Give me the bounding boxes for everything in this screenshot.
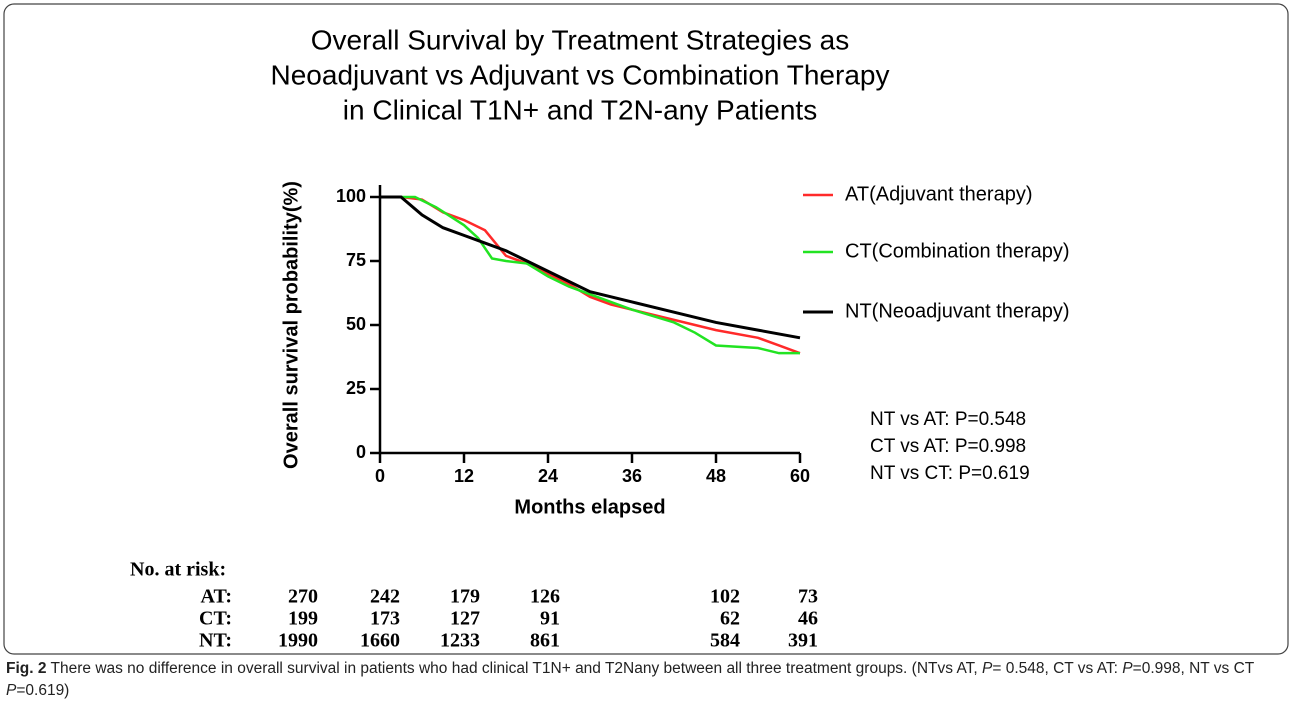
- caption-text: P: [982, 660, 993, 677]
- legend-label: AT(Adjuvant therapy): [845, 183, 1033, 205]
- y-tick-label: 0: [356, 442, 366, 462]
- caption-text: P: [6, 682, 17, 699]
- risk-label: NT:: [199, 630, 232, 652]
- risk-value: 179: [450, 586, 480, 608]
- annotation: CT vs AT: P=0.998: [870, 436, 1026, 457]
- risk-label: CT:: [199, 608, 232, 630]
- risk-value: 391: [788, 630, 818, 652]
- x-axis-label: Months elapsed: [514, 496, 665, 518]
- annotation: NT vs CT: P=0.619: [870, 463, 1030, 484]
- risk-value: 91: [540, 608, 560, 630]
- caption-label: Fig. 2: [6, 660, 47, 677]
- caption-text: =0.619): [16, 682, 70, 699]
- x-tick-label: 48: [706, 466, 726, 486]
- risk-value: 1233: [440, 630, 480, 652]
- legend-label: CT(Combination therapy): [845, 240, 1070, 262]
- caption: Fig. 2 There was no difference in overal…: [6, 658, 1286, 702]
- risk-value: 102: [710, 586, 740, 608]
- x-tick-label: 24: [538, 466, 558, 486]
- risk-value: 173: [370, 608, 400, 630]
- survival-curve: [380, 195, 801, 340]
- risk-title: No. at risk:: [130, 559, 226, 581]
- y-tick-label: 75: [346, 250, 366, 270]
- caption-text: P: [1122, 660, 1133, 677]
- risk-value: 126: [530, 586, 560, 608]
- caption-text: =0.998, NT vs CT: [1132, 660, 1254, 677]
- survival-curve: [380, 195, 800, 355]
- risk-value: 1660: [360, 630, 400, 652]
- risk-value: 127: [450, 608, 480, 630]
- risk-value: 584: [710, 630, 740, 652]
- caption-text: = 0.548, CT vs AT:: [992, 660, 1123, 677]
- chart-title: in Clinical T1N+ and T2N-any Patients: [343, 94, 817, 125]
- y-axis-label: Overall survival probability(%): [280, 181, 302, 469]
- caption-text: There was no difference in overall survi…: [50, 660, 982, 677]
- risk-value: 199: [288, 608, 318, 630]
- risk-value: 270: [288, 586, 318, 608]
- risk-value: 62: [720, 608, 740, 630]
- chart-title: Neoadjuvant vs Adjuvant vs Combination T…: [271, 59, 890, 90]
- x-tick-label: 12: [454, 466, 474, 486]
- risk-label: AT:: [201, 586, 232, 608]
- survival-curve: [380, 195, 801, 355]
- x-tick-label: 36: [622, 466, 642, 486]
- annotation: NT vs AT: P=0.548: [870, 409, 1026, 430]
- frame: [3, 3, 1289, 655]
- x-tick-label: 0: [375, 466, 385, 486]
- y-tick-label: 25: [346, 378, 366, 398]
- x-tick-label: 60: [790, 466, 810, 486]
- risk-value: 1990: [278, 630, 318, 652]
- y-tick-label: 50: [346, 314, 366, 334]
- risk-value: 861: [530, 630, 560, 652]
- legend-label: NT(Neoadjuvant therapy): [845, 300, 1070, 322]
- risk-value: 73: [798, 586, 818, 608]
- risk-value: 46: [798, 608, 818, 630]
- y-tick-label: 100: [336, 186, 366, 206]
- risk-value: 242: [370, 586, 400, 608]
- chart-title: Overall Survival by Treatment Strategies…: [311, 24, 849, 55]
